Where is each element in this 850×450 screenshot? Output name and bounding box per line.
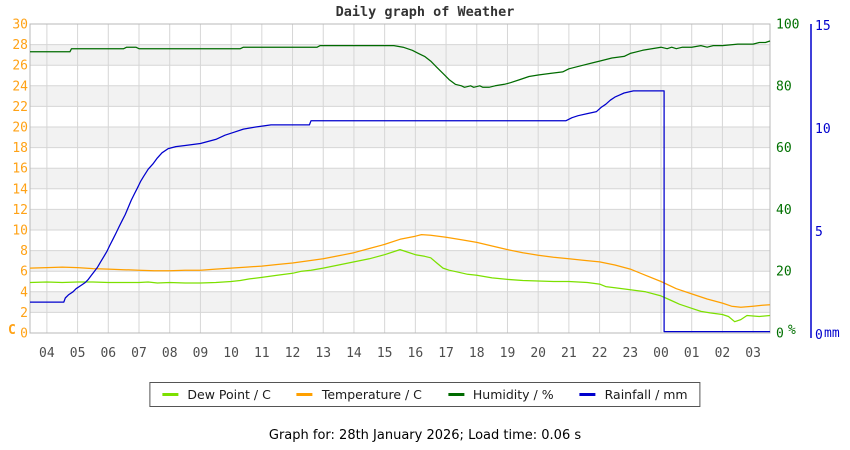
legend-swatch bbox=[162, 393, 179, 396]
chart-title: Daily graph of Weather bbox=[335, 4, 515, 20]
chart-caption: Graph for: 28th January 2026; Load time:… bbox=[268, 428, 582, 443]
left-axis-unit: C bbox=[8, 323, 16, 338]
x-tick-label: 13 bbox=[315, 346, 331, 361]
x-tick-label: 03 bbox=[745, 346, 761, 361]
left-tick-label: 12 bbox=[12, 203, 28, 218]
left-tick-label: 24 bbox=[12, 79, 28, 94]
legend-swatch bbox=[296, 393, 313, 396]
x-tick-label: 04 bbox=[39, 346, 55, 361]
legend-swatch bbox=[579, 393, 596, 396]
x-tick-label: 01 bbox=[684, 346, 700, 361]
x-tick-label: 02 bbox=[715, 346, 731, 361]
rain-tick-label: 15 bbox=[815, 19, 831, 34]
left-tick-label: 16 bbox=[12, 162, 28, 177]
grid-band bbox=[30, 44, 770, 66]
rain-tick-label: 10 bbox=[815, 122, 831, 137]
rain-axis-unit: mm bbox=[824, 326, 840, 341]
rain-tick-label: 5 bbox=[815, 225, 823, 240]
left-tick-label: 6 bbox=[20, 265, 28, 280]
x-tick-label: 19 bbox=[500, 346, 516, 361]
humidity-tick-label: 0 bbox=[776, 327, 784, 342]
legend-label: Rainfall / mm bbox=[604, 387, 688, 402]
legend-label: Temperature / C bbox=[321, 387, 422, 402]
grid-band bbox=[30, 250, 770, 272]
series-humidity bbox=[30, 40, 771, 88]
x-tick-label: 20 bbox=[530, 346, 546, 361]
legend-label: Dew Point / C bbox=[187, 387, 271, 402]
humidity-tick-label: 100 bbox=[776, 18, 799, 33]
legend-item: Rainfall / mm bbox=[579, 387, 688, 402]
left-tick-label: 4 bbox=[20, 285, 28, 300]
left-tick-label: 20 bbox=[12, 121, 28, 136]
legend-item: Temperature / C bbox=[296, 387, 422, 402]
x-tick-label: 15 bbox=[377, 346, 393, 361]
x-tick-label: 00 bbox=[653, 346, 669, 361]
x-tick-label: 14 bbox=[346, 346, 362, 361]
legend-item: Humidity / % bbox=[447, 387, 554, 402]
left-tick-label: 2 bbox=[20, 306, 28, 321]
chart-legend: Dew Point / C Temperature / C Humidity / %… bbox=[149, 382, 701, 407]
left-tick-label: 10 bbox=[12, 224, 28, 239]
left-tick-label: 18 bbox=[12, 141, 28, 156]
x-tick-label: 07 bbox=[131, 346, 147, 361]
x-tick-label: 23 bbox=[622, 346, 638, 361]
legend-swatch bbox=[447, 393, 464, 396]
x-tick-label: 21 bbox=[561, 346, 577, 361]
x-tick-label: 06 bbox=[100, 346, 116, 361]
left-tick-label: 22 bbox=[12, 100, 28, 115]
humidity-tick-label: 20 bbox=[776, 265, 792, 280]
grid-band bbox=[30, 209, 770, 230]
left-tick-label: 30 bbox=[12, 18, 28, 33]
grid-band bbox=[30, 168, 770, 189]
x-tick-label: 11 bbox=[254, 346, 270, 361]
x-tick-label: 17 bbox=[438, 346, 454, 361]
humidity-tick-label: 80 bbox=[776, 79, 792, 94]
humidity-tick-label: 40 bbox=[776, 203, 792, 218]
left-tick-label: 28 bbox=[12, 38, 28, 53]
x-tick-label: 10 bbox=[223, 346, 239, 361]
series-dew bbox=[29, 248, 771, 323]
humidity-tick-label: 60 bbox=[776, 141, 792, 156]
left-tick-label: 26 bbox=[12, 59, 28, 74]
left-tick-label: 0 bbox=[20, 327, 28, 342]
left-tick-label: 8 bbox=[20, 244, 28, 259]
legend-item: Dew Point / C bbox=[162, 387, 271, 402]
humidity-axis-unit: % bbox=[788, 323, 796, 338]
x-tick-label: 18 bbox=[469, 346, 485, 361]
series-rainfall bbox=[30, 90, 770, 333]
series-temperature bbox=[29, 233, 771, 308]
x-tick-label: 16 bbox=[408, 346, 424, 361]
grid-band bbox=[30, 291, 770, 313]
legend-label: Humidity / % bbox=[472, 387, 554, 402]
grid-band bbox=[30, 85, 770, 107]
x-tick-label: 09 bbox=[193, 346, 209, 361]
x-tick-label: 22 bbox=[592, 346, 608, 361]
plot-border bbox=[29, 23, 771, 334]
x-tick-label: 08 bbox=[162, 346, 178, 361]
rain-tick-label: 0 bbox=[815, 328, 823, 343]
grid-band bbox=[30, 127, 770, 148]
x-tick-label: 12 bbox=[285, 346, 301, 361]
left-tick-label: 14 bbox=[12, 182, 28, 197]
x-tick-label: 05 bbox=[70, 346, 86, 361]
